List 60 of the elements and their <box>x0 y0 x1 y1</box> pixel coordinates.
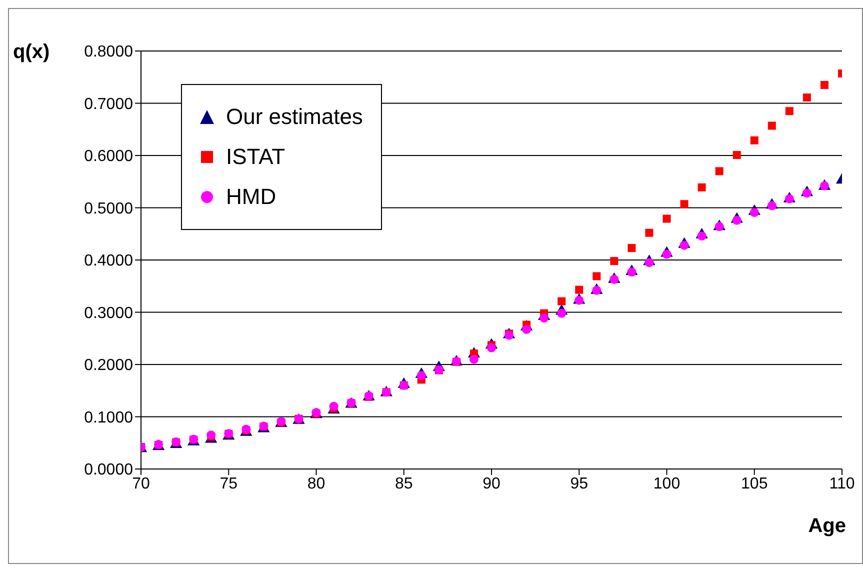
point <box>540 313 549 323</box>
y-tick-label: 0.7000 <box>84 96 134 113</box>
y-tick-label: 0.1000 <box>84 409 134 426</box>
point <box>697 231 706 240</box>
point <box>768 122 776 130</box>
x-tick-label: 80 <box>307 475 326 492</box>
y-tick-label: 0.2000 <box>84 357 134 374</box>
x-tick-label: 75 <box>220 475 238 492</box>
point <box>592 272 601 280</box>
y-tick-label: 0.6000 <box>84 148 134 166</box>
point <box>574 296 584 305</box>
x-tick-label: 85 <box>394 475 413 492</box>
point <box>592 286 602 295</box>
point <box>610 274 619 284</box>
point <box>732 216 742 225</box>
legend-label: Our estimates <box>226 104 363 130</box>
x-tick-label: 70 <box>132 475 150 492</box>
point <box>486 343 496 352</box>
point <box>680 200 688 208</box>
point <box>715 167 724 176</box>
y-axis-title: q(x) <box>13 41 50 64</box>
y-tick-label: 0.5000 <box>84 200 134 218</box>
point <box>750 136 758 144</box>
x-axis-title: Age <box>808 515 846 538</box>
x-tick-label: 95 <box>570 475 588 492</box>
legend-label: ISTAT <box>226 144 286 170</box>
point <box>680 240 689 250</box>
y-tick-label: 0.8000 <box>84 44 134 61</box>
point <box>767 201 776 210</box>
y-tick-label: 0.0000 <box>84 462 134 479</box>
point <box>732 150 741 159</box>
x-tick-label: 100 <box>653 475 680 492</box>
point <box>416 370 426 380</box>
point <box>628 244 636 252</box>
point <box>558 297 566 306</box>
point <box>662 250 672 259</box>
x-tick-label: 90 <box>482 475 500 492</box>
point <box>575 286 584 294</box>
point <box>644 258 654 268</box>
y-tick-label: 0.3000 <box>84 304 134 322</box>
point <box>785 107 794 116</box>
point <box>329 402 338 411</box>
y-tick-label: 0.4000 <box>84 252 134 270</box>
point <box>557 308 566 318</box>
point <box>645 228 654 237</box>
point <box>820 80 828 89</box>
point <box>714 222 724 232</box>
point <box>802 94 811 102</box>
point <box>627 268 636 277</box>
point <box>802 188 812 198</box>
point <box>698 183 706 192</box>
point <box>610 257 618 266</box>
point <box>750 208 759 217</box>
point <box>522 324 532 334</box>
legend-label: HMD <box>226 184 276 210</box>
x-tick-label: 110 <box>829 475 855 492</box>
point <box>469 354 478 364</box>
point <box>662 214 671 223</box>
point <box>784 194 794 204</box>
x-tick-label: 105 <box>741 475 768 492</box>
